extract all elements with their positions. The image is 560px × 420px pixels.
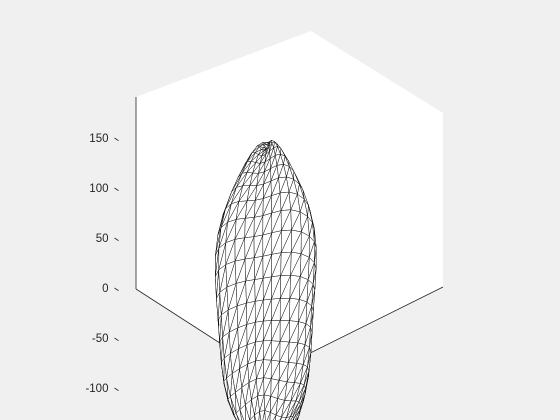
z-tick xyxy=(114,137,119,141)
z-tick xyxy=(114,337,119,341)
z-tick-label: 150 xyxy=(89,133,108,145)
mesh-triangle xyxy=(275,146,281,156)
z-tick xyxy=(114,237,119,241)
mesh-surface xyxy=(215,140,317,420)
z-tick-label: 100 xyxy=(89,183,108,195)
z-tick-label: 50 xyxy=(96,233,109,245)
z-tick-label: -50 xyxy=(92,333,109,345)
z-tick xyxy=(114,187,119,191)
axis-ticks xyxy=(114,137,119,391)
z-tick xyxy=(114,287,119,291)
z-tick-label: 0 xyxy=(102,283,108,295)
z-tick xyxy=(114,387,119,391)
z-tick-label: -100 xyxy=(85,383,108,395)
mesh-triangle xyxy=(257,144,264,148)
